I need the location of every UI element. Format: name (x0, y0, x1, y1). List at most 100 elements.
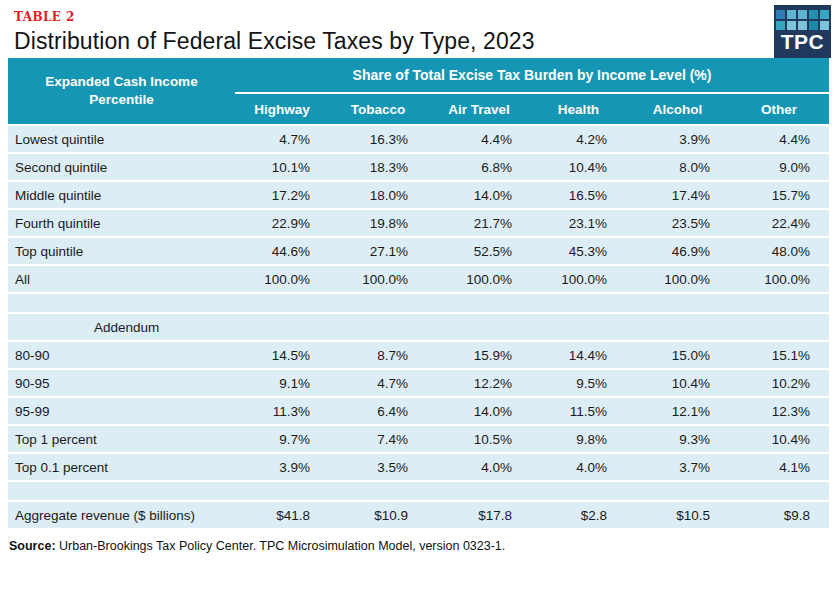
page-title: Distribution of Federal Excise Taxes by … (14, 28, 829, 55)
table-cell: 16.5% (531, 182, 626, 210)
row-label: Fourth quintile (8, 210, 235, 238)
table-row: All100.0%100.0%100.0%100.0%100.0%100.0% (8, 266, 829, 294)
logo-grid-square (787, 10, 796, 19)
row-header-title-text: Expanded Cash Income Percentile (39, 73, 204, 109)
column-header-highway: Highway (235, 94, 329, 126)
table-cell: 21.7% (427, 210, 531, 238)
table-row: Addendum (8, 314, 829, 342)
spacer-row (8, 482, 829, 502)
table-cell (427, 294, 531, 314)
table-cell: 14.0% (427, 398, 531, 426)
table-row: Lowest quintile4.7%16.3%4.4%4.2%3.9%4.4% (8, 126, 829, 154)
table-row: Top 0.1 percent3.9%3.5%4.0%4.0%3.7%4.1% (8, 454, 829, 482)
table-cell: 10.1% (235, 154, 329, 182)
logo-grid-icon (774, 10, 831, 30)
table-cell: 15.1% (729, 342, 829, 370)
column-header-tobacco: Tobacco (329, 94, 427, 126)
column-header-other: Other (729, 94, 829, 126)
table-header: Expanded Cash Income Percentile Share of… (8, 58, 829, 126)
table-cell: 9.7% (235, 426, 329, 454)
table-cell: 4.4% (427, 126, 531, 154)
row-label: 80-90 (8, 342, 235, 370)
table-cell (329, 294, 427, 314)
table-cell: 4.0% (531, 454, 626, 482)
table-cell: 44.6% (235, 238, 329, 266)
table-cell: 4.4% (729, 126, 829, 154)
row-label: Aggregate revenue ($ billions) (8, 502, 235, 530)
table-cell: $10.5 (626, 502, 729, 530)
table-cell: 4.7% (235, 126, 329, 154)
table-cell (235, 294, 329, 314)
row-label: 90-95 (8, 370, 235, 398)
table-cell: 22.9% (235, 210, 329, 238)
table-cell: 15.7% (729, 182, 829, 210)
table-cell (329, 314, 427, 342)
table-cell: 4.2% (531, 126, 626, 154)
table-cell: 100.0% (531, 266, 626, 294)
table-row: 90-959.1%4.7%12.2%9.5%10.4%10.2% (8, 370, 829, 398)
table-cell (626, 482, 729, 502)
row-label: Second quintile (8, 154, 235, 182)
row-label: Addendum (8, 314, 235, 342)
table-cell (235, 314, 329, 342)
row-label (8, 294, 235, 314)
table-cell: $41.8 (235, 502, 329, 530)
source-note: Source: Urban-Brookings Tax Policy Cente… (9, 539, 837, 553)
table-row: Top quintile44.6%27.1%52.5%45.3%46.9%48.… (8, 238, 829, 266)
logo-grid-square (776, 21, 785, 30)
table-cell: 100.0% (427, 266, 531, 294)
table-cell: 22.4% (729, 210, 829, 238)
table-cell: 3.9% (235, 454, 329, 482)
table-cell: 100.0% (329, 266, 427, 294)
table-cell (531, 314, 626, 342)
table-row: 95-9911.3%6.4%14.0%11.5%12.1%12.3% (8, 398, 829, 426)
table-cell: 16.3% (329, 126, 427, 154)
table-cell: 6.8% (427, 154, 531, 182)
table-cell: 18.0% (329, 182, 427, 210)
table-cell: 12.3% (729, 398, 829, 426)
table-cell: 8.7% (329, 342, 427, 370)
table-cell (531, 482, 626, 502)
table-cell: 9.3% (626, 426, 729, 454)
table-cell: 10.4% (626, 370, 729, 398)
excise-tax-table: Expanded Cash Income Percentile Share of… (8, 58, 829, 530)
column-header-air-travel: Air Travel (427, 94, 531, 126)
row-label: Top 1 percent (8, 426, 235, 454)
table-cell: 8.0% (626, 154, 729, 182)
source-text: Urban-Brookings Tax Policy Center. TPC M… (59, 539, 505, 553)
table-cell: 3.7% (626, 454, 729, 482)
table-cell: 18.3% (329, 154, 427, 182)
table-cell: 10.4% (531, 154, 626, 182)
table-row: 80-9014.5%8.7%15.9%14.4%15.0%15.1% (8, 342, 829, 370)
logo-grid-square (798, 21, 807, 30)
table-cell: 12.2% (427, 370, 531, 398)
source-label: Source: (9, 539, 56, 553)
table-cell: 7.4% (329, 426, 427, 454)
row-label: 95-99 (8, 398, 235, 426)
table-cell (235, 482, 329, 502)
table-row: Aggregate revenue ($ billions)$41.8$10.9… (8, 502, 829, 530)
table-row: Second quintile10.1%18.3%6.8%10.4%8.0%9.… (8, 154, 829, 182)
table-cell: 15.0% (626, 342, 729, 370)
table-cell: 15.9% (427, 342, 531, 370)
table-cell: 19.8% (329, 210, 427, 238)
logo-grid-square (787, 21, 796, 30)
table-cell (729, 482, 829, 502)
table-cell: 27.1% (329, 238, 427, 266)
logo-grid-square (809, 21, 818, 30)
tpc-logo: TPC (774, 5, 831, 58)
table-cell (729, 294, 829, 314)
table-cell: 52.5% (427, 238, 531, 266)
row-label: Top 0.1 percent (8, 454, 235, 482)
table-cell (626, 314, 729, 342)
table-cell: $10.9 (329, 502, 427, 530)
table-cell (427, 482, 531, 502)
page: TABLE 2 Distribution of Federal Excise T… (0, 0, 837, 602)
table-body: Lowest quintile4.7%16.3%4.4%4.2%3.9%4.4%… (8, 126, 829, 530)
table-cell: 4.7% (329, 370, 427, 398)
table-cell: 17.2% (235, 182, 329, 210)
row-label: All (8, 266, 235, 294)
table-cell (626, 294, 729, 314)
table-cell: 9.8% (531, 426, 626, 454)
table-number-label: TABLE 2 (14, 10, 829, 24)
